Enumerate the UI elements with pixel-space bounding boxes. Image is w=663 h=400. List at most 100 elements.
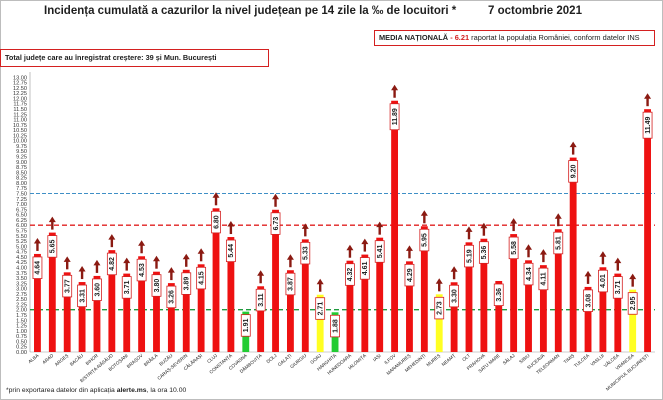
value-label-box [240,314,251,337]
value-label-box [315,297,326,320]
increase-arrow-head [227,221,235,227]
increase-arrow-head [197,248,205,254]
bar [361,254,369,352]
increase-arrow [80,271,84,280]
value-label-box [523,262,534,286]
increase-arrow-head [391,84,399,91]
y-tick-label: 9.00 [16,160,27,166]
increase-arrow-head [450,266,458,272]
value-label: 4.61 [362,261,369,275]
increase-arrow-head [257,270,265,276]
y-tick-label: 6.25 [16,218,27,224]
increase-arrow-head [510,218,518,224]
value-label: 2.95 [630,297,637,311]
value-label: 2.73 [437,301,444,315]
y-tick-label: 3.75 [16,271,27,277]
value-label: 3.80 [154,279,161,293]
bar [495,280,503,352]
y-tick-label: 11.75 [13,102,27,108]
category-label: MUREȘ [425,353,441,367]
increase-arrow-head [93,259,101,266]
value-label: 3.36 [496,288,503,302]
national-average-box: MEDIA NAȚIONALĂ - 6.21 raportat la popul… [374,30,655,46]
increase-arrow-head [33,237,41,244]
y-tick-label: 1.00 [16,329,27,335]
y-tick-label: 3.25 [16,281,27,287]
y-tick-label: 6.75 [16,207,27,213]
bar [420,226,428,352]
increase-arrow-head [138,240,146,246]
value-label-box [538,267,549,291]
y-tick-label: 8.75 [16,165,27,171]
bar [316,294,324,352]
value-label-box [374,240,385,263]
value-label-box [553,231,564,255]
value-label: 6.80 [213,215,220,229]
increase-arrow [527,249,530,258]
value-label-box [300,241,311,265]
category-label: SIBIU [518,353,530,365]
value-label: 4.15 [198,271,205,285]
increase-arrow [363,243,367,252]
value-label: 5.19 [466,249,473,263]
value-label-box [583,289,593,312]
increase-arrow [452,271,456,280]
increase-arrow [571,146,575,155]
value-label-box [32,256,43,279]
bar [78,282,86,352]
category-label: BRĂILA [142,352,159,368]
increase-arrow-head [182,253,190,260]
increase-arrow [586,275,590,284]
y-tick-label: 7.00 [16,202,27,208]
value-label-box [77,284,87,308]
y-tick-label: 10.25 [13,133,27,139]
y-tick-label: 5.00 [16,244,27,250]
y-tick-label: 4.50 [16,255,27,261]
increase-arrow [438,283,441,292]
bar [629,289,637,352]
increase-arrow-head [405,245,413,251]
bar [539,265,547,352]
y-tick-label: 1.25 [16,324,27,330]
value-label: 3.08 [585,294,592,308]
value-label-box [345,263,355,286]
value-label: 9.20 [570,164,577,178]
increase-arrow [214,197,218,206]
bar [301,239,309,352]
y-tick-label: 12.50 [13,86,27,92]
y-tick-label: 7.75 [16,186,27,192]
value-label: 4.29 [407,268,414,282]
y-tick-label: 9.75 [16,144,27,150]
bar [614,273,622,352]
y-tick-label: 7.25 [16,197,27,203]
value-label: 6.73 [273,217,280,231]
value-label-box [449,284,460,308]
value-label-box [47,235,58,258]
y-tick-label: 4.25 [16,260,27,266]
increase-arrow-head [569,141,577,148]
y-tick-label: 13.00 [13,75,27,81]
value-label: 4.82 [109,257,116,271]
footnote-suffix: , la ora 10.00 [146,387,187,394]
value-label-box [211,210,221,234]
bar [391,100,399,352]
increase-arrow-head [644,93,652,99]
y-tick-label: 0.75 [16,334,27,340]
value-label: 3.26 [169,290,176,304]
increase-arrow [140,245,143,254]
bar [525,260,532,352]
increase-arrow-head [629,273,637,280]
national-average-note: raportat la populația României, conform … [471,33,640,42]
category-label: CLUJ [206,353,218,364]
national-average-value: - 6.21 [450,33,470,42]
increase-arrow [616,262,619,271]
value-label-box [404,263,415,287]
value-label: 5.36 [481,246,488,260]
bar [584,286,592,352]
increase-arrow [51,221,54,230]
increase-arrow [155,260,158,269]
value-label-box [196,266,207,290]
y-tick-label: 5.75 [16,228,27,234]
value-label-box [359,257,370,280]
